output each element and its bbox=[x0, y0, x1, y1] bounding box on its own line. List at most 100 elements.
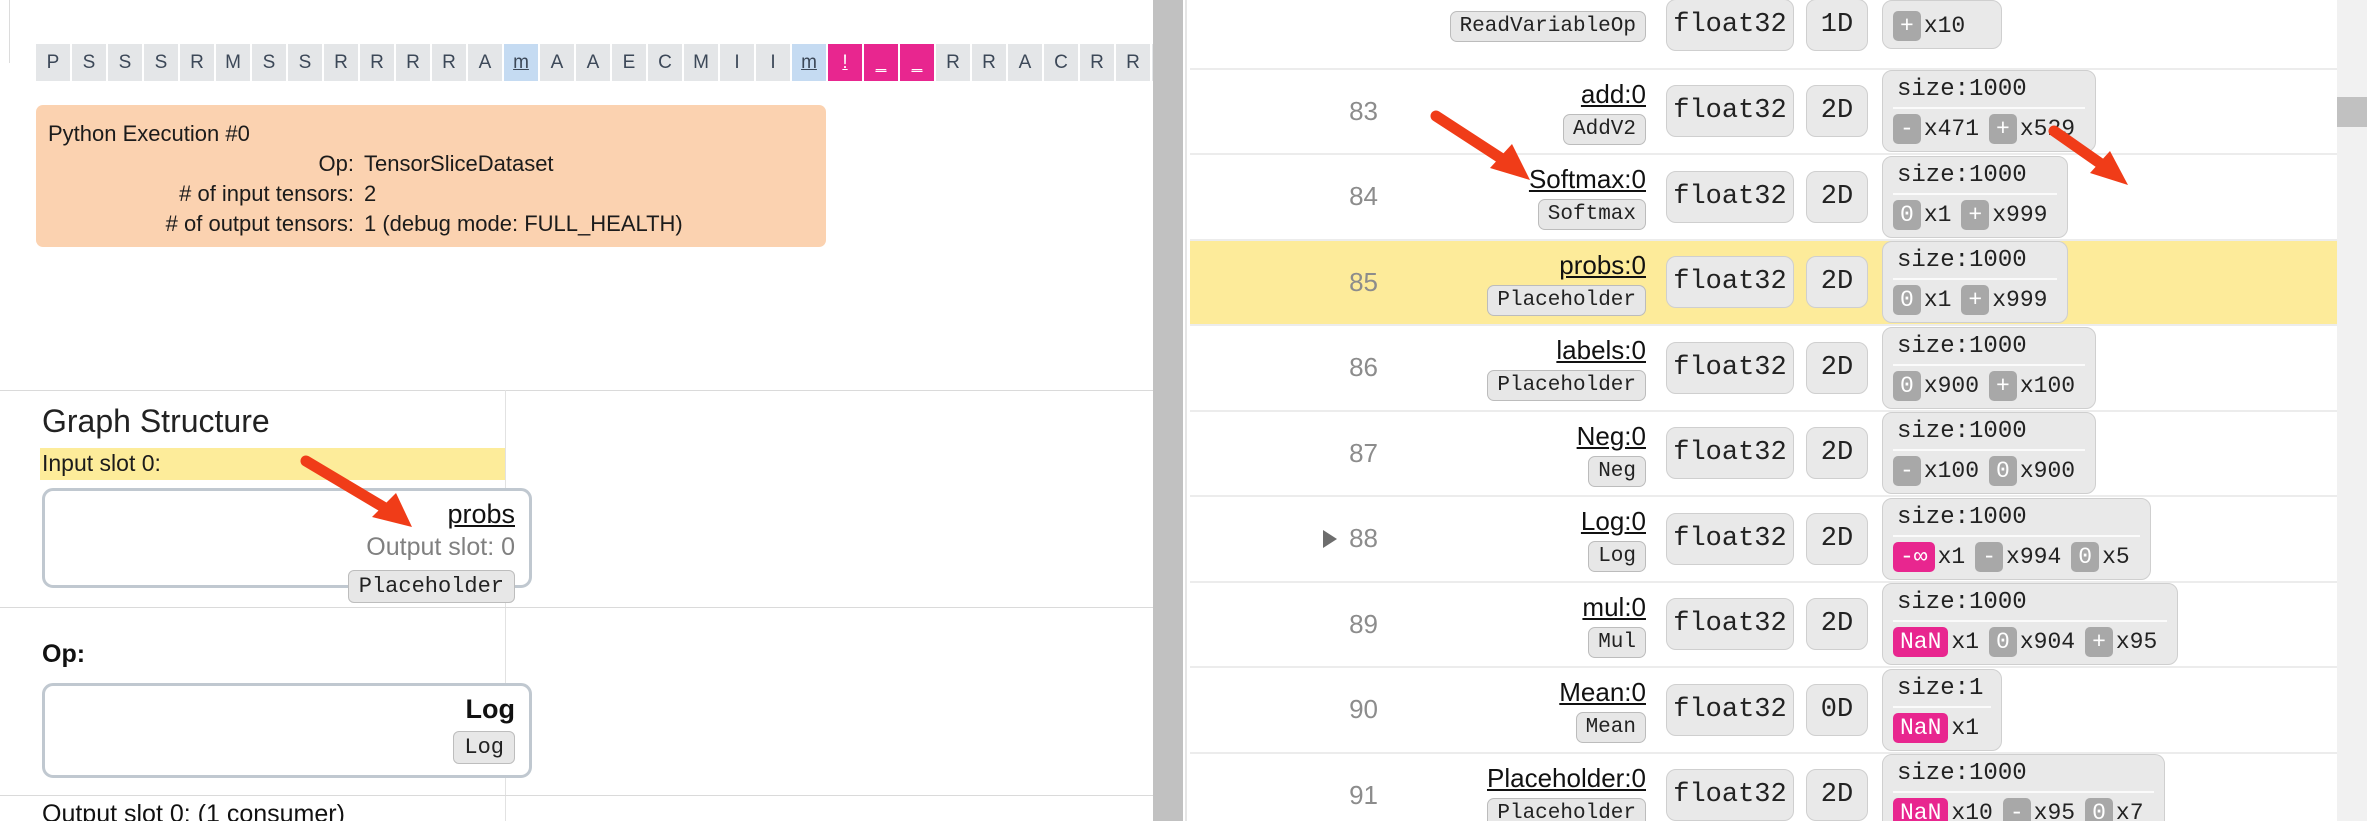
timeline-cell-29[interactable]: R bbox=[1080, 44, 1116, 81]
table-row[interactable]: 91 Placeholder:0 Placeholder float32 2D size:… bbox=[1190, 751, 2340, 821]
rank-chip: 2D bbox=[1806, 170, 1868, 223]
dtype-cell: float32 bbox=[1666, 256, 1794, 309]
health-pill[interactable]: size:1000 -∞ x1- x994 0 x5 bbox=[1882, 497, 2151, 580]
op-node-card[interactable]: Log Log bbox=[42, 683, 532, 778]
tensor-name-link[interactable]: labels:0 bbox=[1556, 335, 1646, 366]
timeline-cell-label: R bbox=[1090, 51, 1104, 73]
health-pair: + x95 bbox=[2085, 627, 2157, 658]
python-execution-row: Op: TensorSliceDataset bbox=[48, 149, 808, 179]
timeline-cell-31[interactable]: F bbox=[1152, 44, 1153, 81]
timeline-cell-9[interactable]: R bbox=[360, 44, 396, 81]
timeline-cell-25[interactable]: R bbox=[936, 44, 972, 81]
right-pane-scrollbar-track[interactable] bbox=[2337, 0, 2367, 821]
health-pill[interactable]: size:1 NaN x1 bbox=[1882, 668, 2002, 751]
timeline-cell-11[interactable]: R bbox=[432, 44, 468, 81]
tensor-name-link[interactable]: Neg:0 bbox=[1576, 420, 1646, 451]
tensor-name-link[interactable]: probs:0 bbox=[1559, 249, 1646, 280]
table-row[interactable]: 83 add:0 AddV2 float32 2D size:1000 - x471 + x529 bbox=[1190, 67, 2340, 153]
timeline-cell-12[interactable]: A bbox=[468, 44, 504, 81]
tensor-name-link[interactable]: mul:0 bbox=[1582, 591, 1646, 622]
timeline-cell-3[interactable]: S bbox=[144, 44, 180, 81]
op-type-chip: Log bbox=[1588, 541, 1646, 573]
timeline-cell-26[interactable]: R bbox=[972, 44, 1008, 81]
timeline-cell-16[interactable]: E bbox=[612, 44, 648, 81]
left-pane-scrollbar-thumb[interactable] bbox=[1153, 0, 1183, 821]
row-index-cell: 87 bbox=[1190, 438, 1404, 469]
timeline-cell-27[interactable]: A bbox=[1008, 44, 1044, 81]
timeline-cell-8[interactable]: R bbox=[324, 44, 360, 81]
table-row[interactable]: 85 probs:0 Placeholder float32 2D size:1000 0 x… bbox=[1190, 238, 2340, 324]
timeline-cell-7[interactable]: S bbox=[288, 44, 324, 81]
timeline-cell-4[interactable]: R bbox=[180, 44, 216, 81]
table-row[interactable]: 84 Softmax:0 Softmax float32 2D size:1000 0 x1 +… bbox=[1190, 153, 2340, 239]
input-node-card[interactable]: probs Output slot: 0 Placeholder bbox=[42, 488, 532, 603]
table-row[interactable]: ReadVariableOp float32 1D + x10 bbox=[1190, 0, 2340, 68]
tensor-name-cell: mul:0 Mul bbox=[1404, 591, 1650, 658]
timeline-cell-5[interactable]: M bbox=[216, 44, 252, 81]
row-index-label: 87 bbox=[1349, 437, 1378, 468]
timeline-cell-label: A bbox=[1018, 51, 1032, 73]
timeline-cell-22[interactable]: ! bbox=[828, 44, 864, 81]
health-count: x1 bbox=[1923, 201, 1952, 228]
op-type-chip: AddV2 bbox=[1562, 113, 1646, 145]
health-pill[interactable]: + x10 bbox=[1882, 0, 2002, 50]
timeline-cell-2[interactable]: S bbox=[108, 44, 144, 81]
timeline-cell-19[interactable]: I bbox=[720, 44, 756, 81]
health-pill[interactable]: size:1000 - x471 + x529 bbox=[1882, 70, 2097, 153]
dtype-chip: float32 bbox=[1666, 683, 1794, 736]
table-row[interactable]: 86 labels:0 Placeholder float32 2D size:1000 0… bbox=[1190, 324, 2340, 410]
table-row[interactable]: 88 Log:0 Log float32 2D size:1000 -∞ x1- x994 0 x5 bbox=[1190, 495, 2340, 581]
tensor-name-link[interactable]: Log:0 bbox=[1580, 506, 1646, 537]
health-pill[interactable]: size:1000 NaN x1 0 x904 + x95 bbox=[1882, 583, 2179, 666]
health-pill[interactable]: size:1000 - x100 0 x900 bbox=[1882, 412, 2097, 495]
health-cell: size:1000 0 x900 + x100 bbox=[1882, 326, 2097, 409]
timeline-cell-15[interactable]: A bbox=[576, 44, 612, 81]
timeline-cell-label: R bbox=[982, 51, 996, 73]
health-cell: size:1000 -∞ x1- x994 0 x5 bbox=[1882, 497, 2151, 580]
timeline-cell-20[interactable]: I bbox=[756, 44, 792, 81]
timeline-cell-1[interactable]: S bbox=[72, 44, 108, 81]
tensor-name-link[interactable]: Softmax:0 bbox=[1528, 164, 1646, 195]
row-index-label: 88 bbox=[1349, 523, 1378, 554]
tensor-name-link[interactable]: Mean:0 bbox=[1559, 677, 1646, 708]
tensor-name-cell: Placeholder:0 Placeholder bbox=[1404, 762, 1650, 821]
timeline-cell-24[interactable]: _ bbox=[900, 44, 936, 81]
table-row[interactable]: 89 mul:0 Mul float32 2D size:1000 NaN x1 0 x904 + x… bbox=[1190, 580, 2340, 666]
table-row[interactable]: 90 Mean:0 Mean float32 0D size:1 NaN x1 bbox=[1190, 666, 2340, 752]
timeline-cell-10[interactable]: R bbox=[396, 44, 432, 81]
python-execution-op-value: TensorSliceDataset bbox=[364, 151, 554, 176]
expand-caret-icon[interactable] bbox=[1323, 529, 1338, 548]
health-breakdown-row: NaN x1 0 x904 + x95 bbox=[1893, 622, 2167, 658]
health-pill[interactable]: size:1000 0 x1 + x999 bbox=[1882, 155, 2069, 238]
health-count: x100 bbox=[1923, 458, 1980, 485]
tensor-name-link[interactable]: add:0 bbox=[1580, 78, 1646, 109]
timeline-cell-23[interactable]: _ bbox=[864, 44, 900, 81]
tensor-name-link[interactable]: Placeholder:0 bbox=[1487, 762, 1646, 793]
timeline-cell-28[interactable]: C bbox=[1044, 44, 1080, 81]
timeline-cell-0[interactable]: P bbox=[36, 44, 72, 81]
input-node-name[interactable]: probs bbox=[447, 499, 515, 529]
section-divider bbox=[0, 390, 1153, 391]
left-edge-rule bbox=[9, 0, 10, 63]
health-cell: size:1000 NaN x1 0 x904 + x95 bbox=[1882, 583, 2179, 666]
health-badge: NaN bbox=[1893, 798, 1949, 821]
rank-cell: 2D bbox=[1806, 341, 1868, 394]
timeline-cell-17[interactable]: C bbox=[648, 44, 684, 81]
health-pill[interactable]: size:1000 0 x1 + x999 bbox=[1882, 241, 2069, 324]
timeline-cell-6[interactable]: S bbox=[252, 44, 288, 81]
health-count: x1 bbox=[1951, 629, 1980, 656]
health-cell: size:1000 - x471 + x529 bbox=[1882, 70, 2097, 153]
timeline-cell-18[interactable]: M bbox=[684, 44, 720, 81]
input-node-output-slot: Output slot: 0 bbox=[366, 533, 515, 561]
timeline-cell-label: _ bbox=[911, 51, 923, 73]
timeline-cell-30[interactable]: R bbox=[1116, 44, 1152, 81]
tensor-name-cell: add:0 AddV2 bbox=[1404, 78, 1650, 145]
health-pill[interactable]: size:1000 NaN x10- x95 0 x7 bbox=[1882, 754, 2165, 821]
timeline-cell-13[interactable]: m bbox=[504, 44, 540, 81]
timeline-cell-14[interactable]: A bbox=[540, 44, 576, 81]
timeline-cell-21[interactable]: m bbox=[792, 44, 828, 81]
table-row[interactable]: 87 Neg:0 Neg float32 2D size:1000 - x100 0 x900 bbox=[1190, 409, 2340, 495]
right-pane-scrollbar-thumb[interactable] bbox=[2337, 97, 2367, 127]
health-pill[interactable]: size:1000 0 x900 + x100 bbox=[1882, 326, 2097, 409]
